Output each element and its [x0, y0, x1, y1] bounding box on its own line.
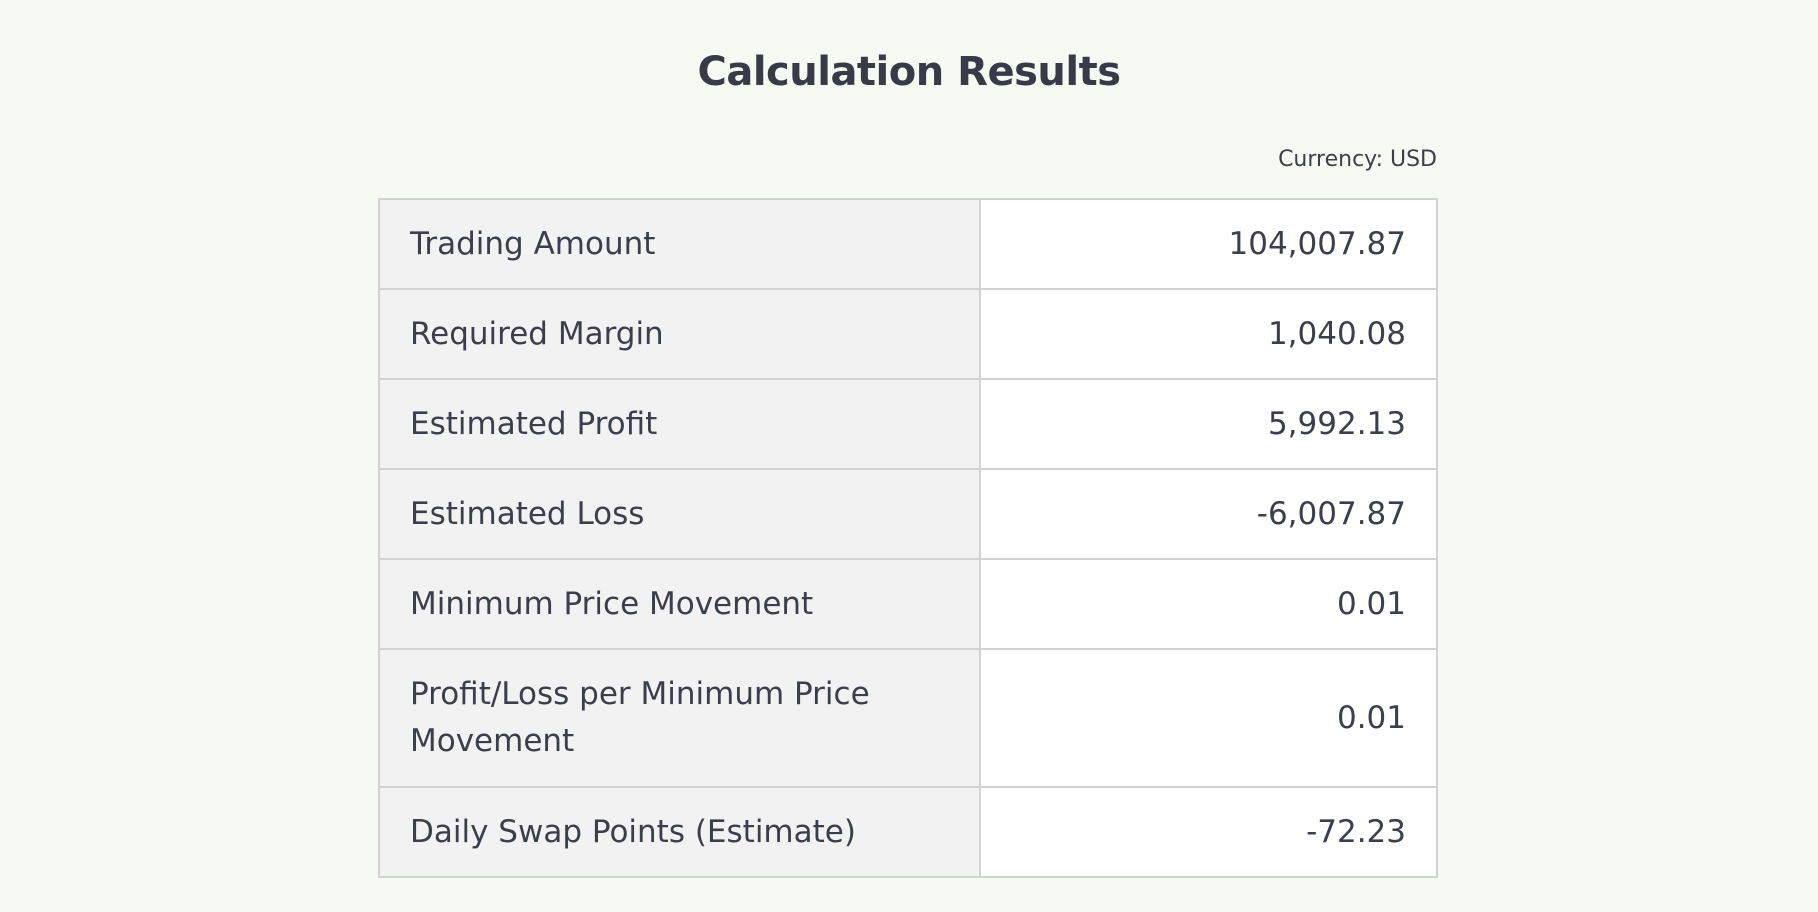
row-value: -6,007.87 [979, 468, 1438, 560]
row-label: Required Margin [378, 288, 981, 380]
row-label: Daily Swap Points (Estimate) [378, 786, 981, 878]
table-row-minimum-price-movement: Minimum Price Movement 0.01 [378, 558, 1438, 650]
table-row-trading-amount: Trading Amount 104,007.87 [378, 198, 1438, 290]
currency-label: Currency: USD [1278, 147, 1437, 172]
row-label: Estimated Loss [378, 468, 981, 560]
table-row-estimated-profit: Estimated Profit 5,992.13 [378, 378, 1438, 470]
table-row-estimated-loss: Estimated Loss -6,007.87 [378, 468, 1438, 560]
row-value: 0.01 [979, 648, 1438, 788]
table-row-required-margin: Required Margin 1,040.08 [378, 288, 1438, 380]
row-label: Trading Amount [378, 198, 981, 290]
results-table: Trading Amount 104,007.87 Required Margi… [378, 198, 1438, 878]
table-row-pl-per-min-price-movement: Profit/Loss per Minimum Price Movement 0… [378, 648, 1438, 788]
row-label: Estimated Profit [378, 378, 981, 470]
row-value: 0.01 [979, 558, 1438, 650]
row-label: Minimum Price Movement [378, 558, 981, 650]
row-value: 5,992.13 [979, 378, 1438, 470]
page-title: Calculation Results [697, 49, 1121, 95]
row-value: -72.23 [979, 786, 1438, 878]
row-label: Profit/Loss per Minimum Price Movement [378, 648, 981, 788]
row-value: 104,007.87 [979, 198, 1438, 290]
row-value: 1,040.08 [979, 288, 1438, 380]
table-row-daily-swap-points: Daily Swap Points (Estimate) -72.23 [378, 786, 1438, 878]
